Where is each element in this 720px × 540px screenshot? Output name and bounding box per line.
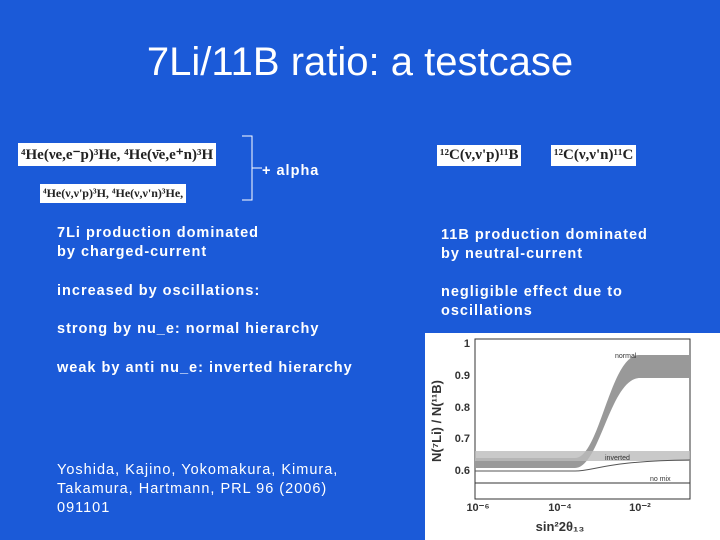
text: negligible effect due to oscillations xyxy=(441,284,623,319)
y-axis-label: N(⁷Li) / N(¹¹B) xyxy=(429,380,444,462)
reaction: ¹²C(ν,ν'n)¹¹C xyxy=(551,145,637,166)
x-tick-label: 10⁻² xyxy=(629,502,651,514)
x-tick-label: 10⁻⁴ xyxy=(548,502,571,514)
x-tick-label: 10⁻⁶ xyxy=(466,502,489,514)
y-tick-label: 1 xyxy=(464,338,470,350)
inset-plot: normal inverted no mix 1 0.9 0.8 0.7 0.6… xyxy=(425,333,720,540)
text: strong by nu_e: normal hierarchy xyxy=(57,321,320,337)
y-tick-label: 0.6 xyxy=(455,465,470,477)
bracket xyxy=(242,135,262,201)
y-tick-label: 0.9 xyxy=(455,370,470,382)
reaction: ¹²C(ν,ν'p)¹¹B xyxy=(437,145,522,166)
curve-label: no mix xyxy=(650,476,671,483)
text: increased by oscillations: xyxy=(57,283,261,299)
citation: Yoshida, Kajino, Yokomakura, Kimura, Tak… xyxy=(57,462,339,516)
text: 11B production dominated by neutral-curr… xyxy=(441,227,648,262)
y-tick-label: 0.7 xyxy=(455,433,470,445)
plus-alpha: + alpha xyxy=(262,163,320,179)
y-tick-label: 0.8 xyxy=(455,402,470,414)
curve-label: inverted xyxy=(605,455,630,462)
text: weak by anti nu_e: inverted hierarchy xyxy=(57,360,353,376)
curve-label: normal xyxy=(615,353,637,360)
reaction: ⁴He(ν,ν'p)³H, ⁴He(ν,ν'n)³He, xyxy=(40,184,187,203)
text: 7Li production dominated by charged-curr… xyxy=(57,225,260,260)
slide-title: 7Li/11B ratio: a testcase xyxy=(146,40,574,84)
reaction: ⁴He(νe,e⁻p)³He, ⁴He(ν̄e,e⁺n)³H xyxy=(18,143,217,166)
x-axis-label: sin²2θ₁₃ xyxy=(536,519,585,534)
